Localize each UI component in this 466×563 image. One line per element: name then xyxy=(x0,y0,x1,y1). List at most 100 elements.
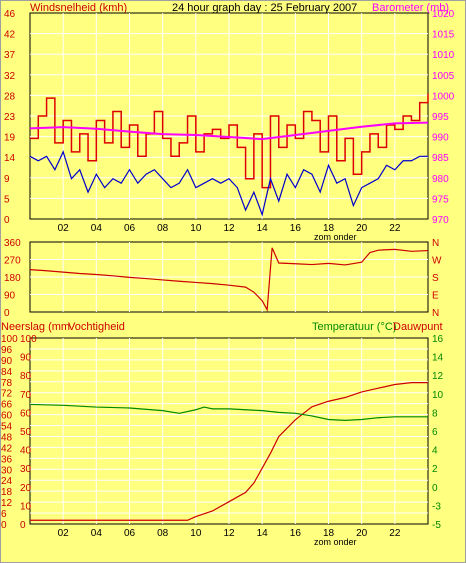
y-right-tick-label: 2 xyxy=(432,464,438,475)
y-right-tick-label: 0 xyxy=(432,483,438,494)
temperature-axis-title: Temperatuur (°C) xyxy=(312,321,396,333)
y-left-tick-label: 60 xyxy=(1,411,13,422)
y-left-tick-label: 6 xyxy=(1,509,7,520)
y-left-tick-label: 66 xyxy=(1,400,13,411)
y-left-tick-label: 14 xyxy=(4,153,16,164)
y-left2-tick-label: 60 xyxy=(20,408,32,419)
y-left-tick-label: 48 xyxy=(1,432,13,443)
x-tick-label: 08 xyxy=(157,528,169,539)
y-left-tick-label: 36 xyxy=(1,454,13,465)
rain-panel-axes: 02 04 06 08 10 12 14 16 18 20 22061218243036424854… xyxy=(1,334,444,539)
series-wind-gust xyxy=(30,93,429,189)
y-right-tick-label: 975 xyxy=(432,194,449,205)
wind-panel-axes: 02 04 06 08 10 12 14 16 18 20 22 0 5 9 14 19 23 28 32 37 42 4… xyxy=(4,9,455,234)
y-left-tick-label: 28 xyxy=(4,91,16,102)
y-left-tick-label: 72 xyxy=(1,389,13,400)
y-left-tick-label: 18 xyxy=(1,487,13,498)
y-left-tick-label: 90 xyxy=(4,291,16,302)
y-right-tick-label: -5 xyxy=(432,520,441,531)
y-right-tick-label: 14 xyxy=(432,353,444,364)
y-left-tick-label: 0 xyxy=(1,520,7,531)
y-left-tick-label: 54 xyxy=(1,422,13,433)
x-tick-label: 08 xyxy=(157,223,169,234)
x-tick-label: 22 xyxy=(389,528,401,539)
y-right-tick-label: -3 xyxy=(432,501,441,512)
y-left2-tick-label: 30 xyxy=(20,464,32,475)
rain-panel: 02 04 06 08 10 12 14 16 18 20 22061218243036424854… xyxy=(1,334,444,547)
y-right-tick-label: 1020 xyxy=(432,9,455,20)
y-left-tick-label: 180 xyxy=(4,273,21,284)
wind-speed-axis-title: Windsnelheid (kmh) xyxy=(30,2,127,14)
y-right-tick-label: 1005 xyxy=(432,71,455,82)
y-right-tick-label: 1010 xyxy=(432,50,455,61)
y-left-tick-label: 32 xyxy=(4,71,16,82)
x-tick-label: 04 xyxy=(91,528,103,539)
y-left-tick-label: 42 xyxy=(1,443,13,454)
y-left-tick-label: 9 xyxy=(4,174,10,185)
x-tick-label: 10 xyxy=(190,223,202,234)
y-left-tick-label: 0 xyxy=(4,215,10,226)
y-left2-tick-label: 50 xyxy=(20,427,32,438)
x-tick-label: 02 xyxy=(58,528,70,539)
x-tick-label: 22 xyxy=(389,223,401,234)
y-left2-tick-label: 70 xyxy=(20,390,32,401)
y-right-tick-label: 985 xyxy=(432,153,449,164)
y-right-tick-label: 10 xyxy=(432,390,444,401)
y-right-tick-label: N xyxy=(432,308,439,319)
y-right-tick-label: 16 xyxy=(432,334,444,345)
y-right-tick-label: E xyxy=(432,291,439,302)
x-tick-label: 16 xyxy=(290,528,302,539)
y-right-tick-label: 12 xyxy=(432,371,444,382)
y-left-tick-label: 46 xyxy=(4,9,16,20)
y-left-tick-label: 360 xyxy=(4,238,21,249)
series-barometer xyxy=(29,121,429,141)
x-tick-label: 16 xyxy=(290,223,302,234)
y-left-tick-label: 24 xyxy=(1,476,13,487)
y-right-tick-label: W xyxy=(432,256,442,267)
y-left-tick-label: 19 xyxy=(4,133,16,144)
y-left2-tick-label: 10 xyxy=(20,501,32,512)
y-left-tick-label: 37 xyxy=(4,50,16,61)
y-left-tick-label: 30 xyxy=(1,465,13,476)
y-left2-tick-label: 0 xyxy=(20,520,26,531)
y-left2-tick-label: 100 xyxy=(20,334,37,345)
y-right-tick-label: 4 xyxy=(432,446,438,457)
x-tick-label: 10 xyxy=(190,528,202,539)
y-left2-tick-label: 80 xyxy=(20,371,32,382)
x-tick-label: 06 xyxy=(124,223,136,234)
series-wind-average xyxy=(29,150,428,217)
y-left-tick-label: 270 xyxy=(4,256,21,267)
y-right-tick-label: 970 xyxy=(432,215,449,226)
x-tick-label: 18 xyxy=(323,528,335,539)
x-tick-label: 18 xyxy=(323,223,335,234)
y-right-tick-label: N xyxy=(432,238,439,249)
y-left-tick-label: 0 xyxy=(4,308,10,319)
x-tick-label: 14 xyxy=(257,223,269,234)
x-tick-label: 20 xyxy=(356,223,368,234)
y-right-tick-label: 995 xyxy=(432,112,449,123)
barometer-axis-title: Barometer (mb) xyxy=(372,2,449,14)
y-right-tick-label: S xyxy=(432,273,439,284)
series-temperature xyxy=(29,403,428,421)
chart-title: 24 hour graph day : 25 February 2007 xyxy=(172,2,357,14)
rain-axis-title: Neerslag (mm xyxy=(1,321,70,333)
y-left2-tick-label: 20 xyxy=(20,483,32,494)
series-rain xyxy=(30,382,428,521)
x-tick-label: 14 xyxy=(257,528,269,539)
sunset-caption-bottom: zom onder xyxy=(314,537,357,547)
sunset-caption-top: zom onder xyxy=(314,232,357,242)
x-tick-label: 12 xyxy=(223,528,235,539)
y-right-tick-label: 980 xyxy=(432,174,449,185)
y-right-tick-label: 1015 xyxy=(432,30,455,41)
x-tick-label: 12 xyxy=(223,223,235,234)
humidity-axis-title: Vochtigheid xyxy=(68,321,125,333)
y-right-tick-label: 990 xyxy=(432,133,449,144)
wind-panel-series xyxy=(29,93,429,217)
x-tick-label: 02 xyxy=(58,223,70,234)
y-left-tick-label: 100 xyxy=(1,334,18,345)
x-tick-label: 20 xyxy=(356,528,368,539)
